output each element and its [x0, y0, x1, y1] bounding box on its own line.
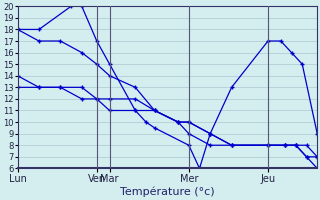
- X-axis label: Température (°c): Température (°c): [120, 187, 215, 197]
